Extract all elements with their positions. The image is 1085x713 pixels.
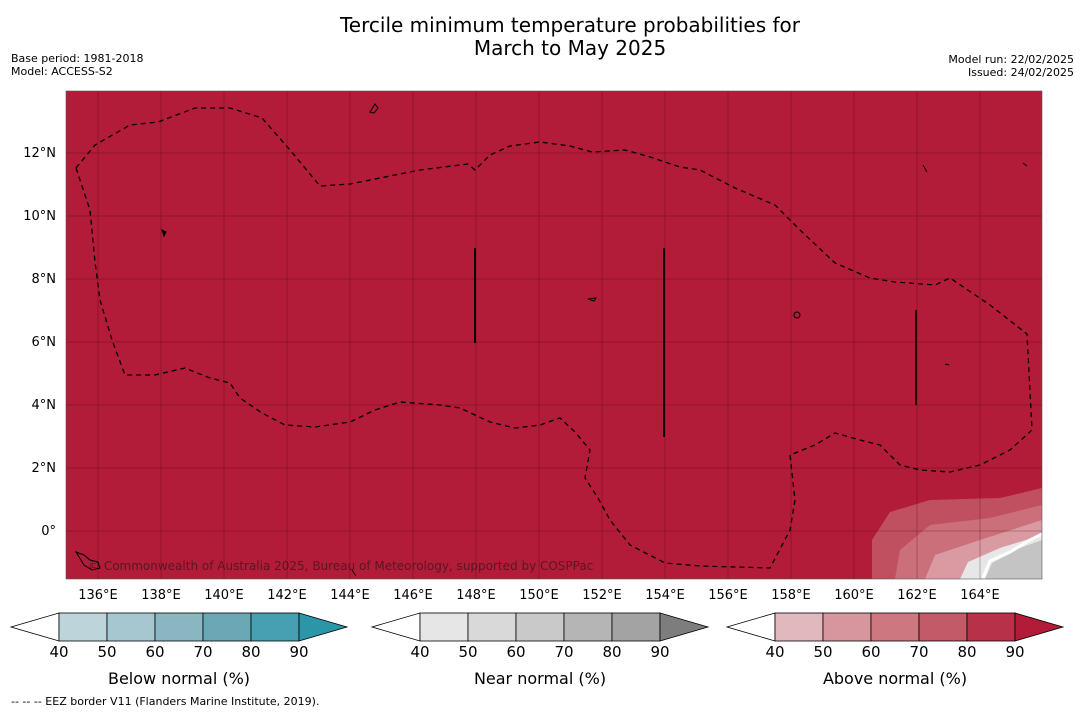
copyright-notice: © Commonwealth of Australia 2025, Bureau… <box>88 559 594 573</box>
colorbar-below-normal <box>9 612 349 642</box>
lon-label: 152°E <box>582 588 622 603</box>
contour-edge <box>981 532 1042 579</box>
colorbar-tick: 90 <box>1005 643 1025 661</box>
colorbar-tick: 50 <box>813 643 833 661</box>
probability-field <box>66 91 1042 579</box>
lon-label: 142°E <box>267 588 307 603</box>
lat-label: 4°N <box>31 398 57 413</box>
lat-label: 0° <box>41 524 56 539</box>
colorbar-tick: 40 <box>49 643 69 661</box>
model-name: Model: ACCESS-S2 <box>11 65 113 78</box>
colorbar-tick: 90 <box>289 643 309 661</box>
lon-label: 144°E <box>330 588 370 603</box>
lon-label: 150°E <box>519 588 559 603</box>
colorbar-title-below-normal: Below normal (%) <box>107 669 251 688</box>
lon-label: 160°E <box>834 588 874 603</box>
lon-label: 146°E <box>393 588 433 603</box>
lon-label: 136°E <box>78 588 118 603</box>
colorbar-tick: 50 <box>458 643 478 661</box>
lon-label: 140°E <box>204 588 244 603</box>
eez-footnote: -- -- -- EEZ border V11 (Flanders Marine… <box>11 695 320 708</box>
eez-border <box>75 107 1033 569</box>
colorbar-title-above-normal: Above normal (%) <box>822 669 968 688</box>
colorbar-tick: 60 <box>145 643 165 661</box>
lon-label: 162°E <box>897 588 937 603</box>
issued-date: Issued: 24/02/2025 <box>967 66 1074 79</box>
colorbar-tick: 70 <box>909 643 929 661</box>
right-metadata: Model run: 22/02/2025 Issued: 24/02/2025 <box>948 53 1074 79</box>
title-line-2: March to May 2025 <box>473 36 667 60</box>
colorbar-above-normal <box>725 612 1065 642</box>
colorbar-tick: 80 <box>241 643 261 661</box>
island-features <box>74 103 1028 577</box>
colorbar-tick: 70 <box>554 643 574 661</box>
left-metadata: Base period: 1981-2018 Model: ACCESS-S2 <box>11 52 143 78</box>
near-normal-patch-dark <box>985 540 1042 579</box>
lat-label: 10°N <box>23 209 56 224</box>
base-period: Base period: 1981-2018 <box>11 52 144 65</box>
lon-label: 148°E <box>456 588 496 603</box>
colorbar-tick: 80 <box>602 643 622 661</box>
lon-label: 158°E <box>771 588 811 603</box>
lat-label: 2°N <box>31 461 57 476</box>
colorbar-tick: 40 <box>765 643 785 661</box>
colorbar-tick: 70 <box>193 643 213 661</box>
lon-label: 138°E <box>141 588 181 603</box>
colorbar-tick: 90 <box>650 643 670 661</box>
map-title: Tercile minimum temperature probabilitie… <box>0 14 1085 60</box>
colorbar-tick: 50 <box>97 643 117 661</box>
colorbar-tick: 60 <box>506 643 526 661</box>
lat-label: 8°N <box>31 272 57 287</box>
lat-label: 12°N <box>23 146 56 161</box>
colorbar-tick: 80 <box>957 643 977 661</box>
lat-label: 6°N <box>31 335 57 350</box>
lon-label: 156°E <box>708 588 748 603</box>
graticule <box>66 91 1042 579</box>
model-run: Model run: 22/02/2025 <box>948 53 1074 66</box>
colorbar-tick: 60 <box>861 643 881 661</box>
colorbar-title-near-normal: Near normal (%) <box>473 669 607 688</box>
colorbar-near-normal <box>370 612 710 642</box>
colorbar-tick: 40 <box>410 643 430 661</box>
lon-label: 164°E <box>960 588 1000 603</box>
lon-label: 154°E <box>645 588 685 603</box>
title-line-1: Tercile minimum temperature probabilitie… <box>339 13 801 37</box>
